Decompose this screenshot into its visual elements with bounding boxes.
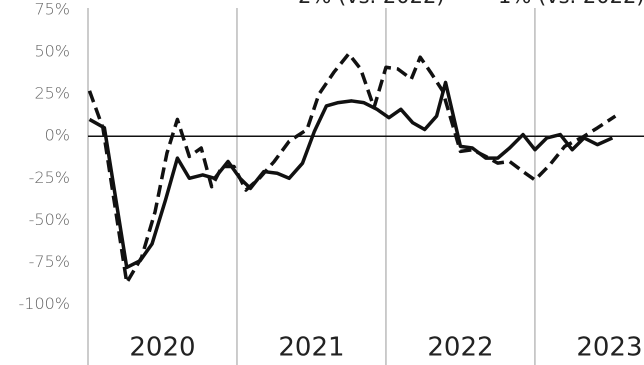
y-tick-label: -100% <box>18 294 70 313</box>
x-tick-label: 2020 <box>129 333 195 363</box>
legend-label: 1% (vs. 2022) <box>498 0 644 8</box>
y-tick-label: 75% <box>34 0 70 19</box>
y-tick-label: -50% <box>29 210 70 229</box>
y-tick-label: 50% <box>34 42 70 61</box>
y-tick-label: -25% <box>29 168 70 187</box>
y-tick-label: -75% <box>29 252 70 271</box>
x-tick-label: 2021 <box>278 333 344 363</box>
y-tick-label: 25% <box>34 84 70 103</box>
legend-label: 2% (vs. 2022) <box>298 0 445 8</box>
series-line <box>87 52 617 285</box>
x-tick-label: 2023 <box>576 333 642 363</box>
y-tick-label: 0% <box>45 126 70 145</box>
series-line <box>88 80 614 270</box>
x-tick-label: 2022 <box>427 333 493 363</box>
